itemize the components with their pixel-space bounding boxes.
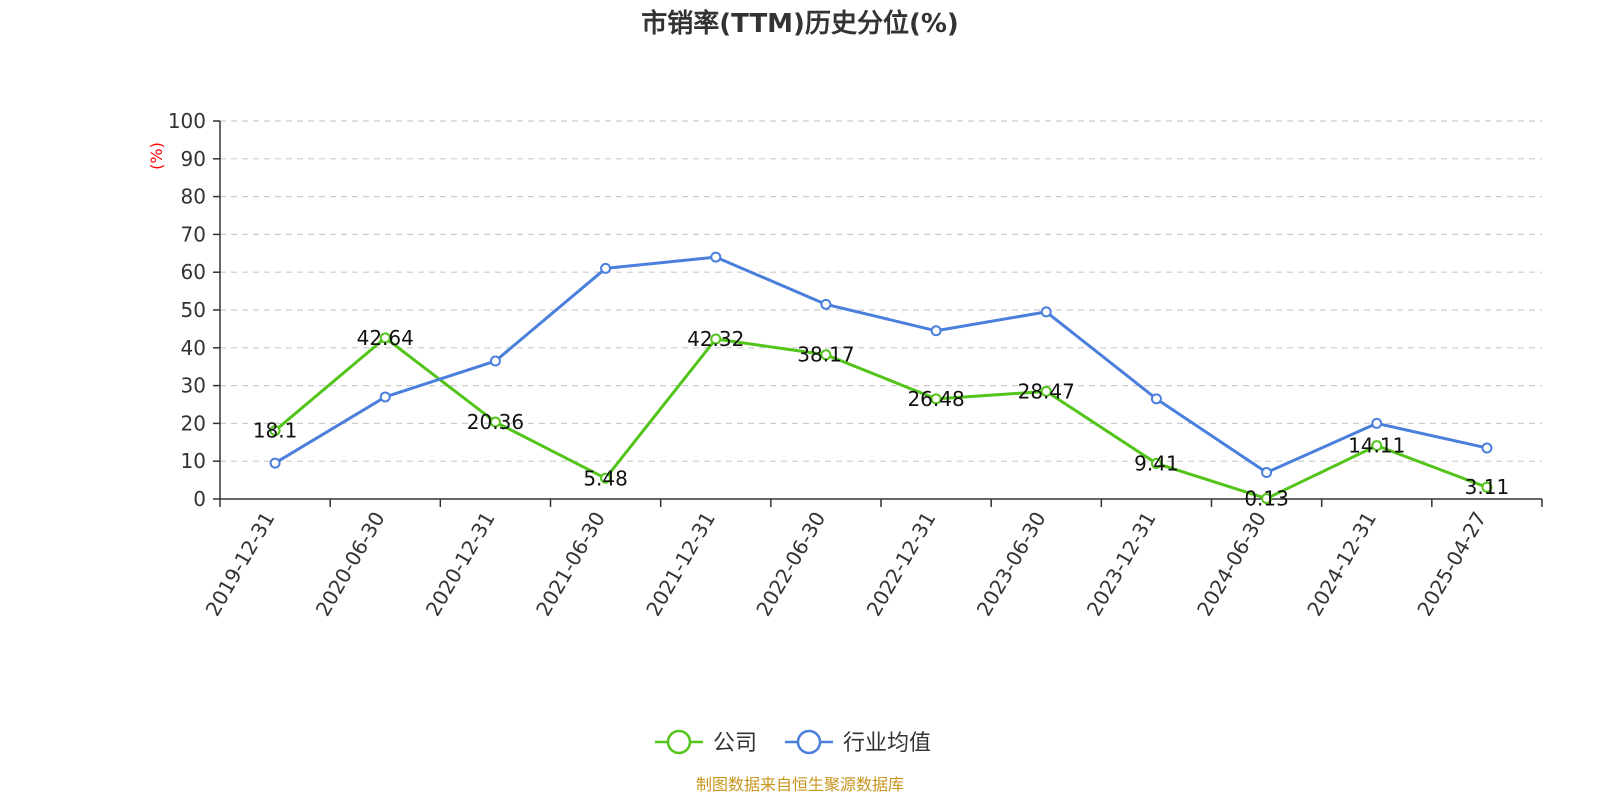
data-label: 42.64 [357, 326, 414, 350]
data-point[interactable] [1371, 417, 1383, 429]
data-label: 5.48 [583, 466, 628, 490]
y-tick-label: 80 [181, 185, 206, 209]
legend-label: 行业均值 [843, 731, 931, 756]
data-point[interactable] [1040, 306, 1052, 318]
data-label: 3.11 [1465, 475, 1510, 499]
y-tick-label: 100 [168, 109, 206, 133]
x-tick-label: 2021-06-30 [531, 508, 610, 621]
data-point[interactable] [1481, 442, 1493, 454]
data-label: 14.11 [1348, 434, 1405, 458]
data-point[interactable] [1481, 481, 1493, 493]
legend-item-1[interactable]: 行业均值 [785, 729, 931, 756]
legend-marker [796, 729, 822, 755]
y-tick-label: 90 [181, 147, 206, 171]
y-axis-ticks: 0 10 20 30 40 50 60 70 80 90 100 [168, 109, 220, 511]
data-point[interactable] [710, 251, 722, 263]
x-tick-label: 2023-12-31 [1082, 508, 1161, 621]
y-tick-label: 50 [181, 298, 206, 322]
data-point[interactable] [710, 333, 722, 345]
data-point[interactable] [600, 262, 612, 274]
data-label: 26.48 [907, 387, 964, 411]
data-point[interactable] [820, 298, 832, 310]
series-group: 18.1 42.64 20.36 5.48 42.32 38.17 26.48 28.47 9.… [253, 251, 1509, 511]
x-axis-ticks: 2019-12-31 2020-06-30 2020-12-31 2021-06-30… [201, 499, 1543, 621]
series-line [274, 255, 1488, 475]
data-point[interactable] [820, 349, 832, 361]
x-tick-label: 2020-06-30 [311, 508, 390, 621]
y-tick-label: 0 [193, 487, 206, 511]
x-tick-label: 2024-12-31 [1302, 508, 1381, 621]
data-point[interactable] [600, 472, 612, 484]
legend[interactable]: 公司 行业均值 [655, 729, 931, 756]
data-point[interactable] [1261, 493, 1273, 505]
series-line [274, 336, 1488, 501]
legend-marker [666, 729, 692, 755]
data-point[interactable] [1261, 467, 1273, 479]
data-point[interactable] [1150, 457, 1162, 469]
x-tick-label: 2020-12-31 [421, 507, 500, 620]
x-tick-label: 2023-06-30 [972, 508, 1051, 621]
y-tick-label: 20 [181, 411, 206, 435]
y-tick-label: 70 [181, 222, 206, 246]
x-tick-label: 2019-12-31 [201, 508, 280, 621]
data-label: 20.36 [467, 410, 524, 434]
data-label: 38.17 [797, 343, 854, 367]
data-label: 28.47 [1018, 379, 1075, 403]
data-point[interactable] [489, 355, 501, 367]
legend-label: 公司 [713, 731, 757, 756]
data-point[interactable] [930, 393, 942, 405]
data-point[interactable] [269, 457, 281, 469]
y-tick-label: 40 [181, 336, 206, 360]
data-label: 42.32 [687, 327, 744, 351]
data-point[interactable] [1040, 385, 1052, 397]
data-source-note: 制图数据来自恒生聚源数据库 [696, 775, 904, 794]
data-point[interactable] [269, 425, 281, 437]
data-label: 9.41 [1134, 451, 1179, 475]
data-point[interactable] [930, 325, 942, 337]
series-1 [269, 251, 1493, 479]
data-point[interactable] [1371, 440, 1383, 452]
data-point[interactable] [489, 416, 501, 428]
x-tick-label: 2022-06-30 [751, 508, 830, 621]
x-tick-label: 2025-04-27 [1412, 508, 1491, 621]
data-point[interactable] [1150, 393, 1162, 405]
x-tick-label: 2021-12-31 [641, 508, 720, 621]
series-0: 18.1 42.64 20.36 5.48 42.32 38.17 26.48 28.47 9.… [253, 326, 1509, 511]
data-point[interactable] [379, 391, 391, 403]
data-label: 18.1 [253, 419, 298, 443]
data-point[interactable] [379, 332, 391, 344]
x-tick-label: 2022-12-31 [862, 507, 941, 620]
x-tick-label: 2024-06-30 [1192, 508, 1271, 621]
y-tick-label: 30 [181, 374, 206, 398]
chart-title: 市销率(TTM)历史分位(%) [641, 8, 959, 39]
grid-lines [220, 120, 1542, 462]
y-tick-label: 60 [181, 260, 206, 284]
y-tick-label: 10 [181, 449, 206, 473]
legend-item-0[interactable]: 公司 [655, 729, 757, 756]
data-label: 0.13 [1244, 487, 1289, 511]
y-axis-unit: (%) [147, 142, 166, 170]
